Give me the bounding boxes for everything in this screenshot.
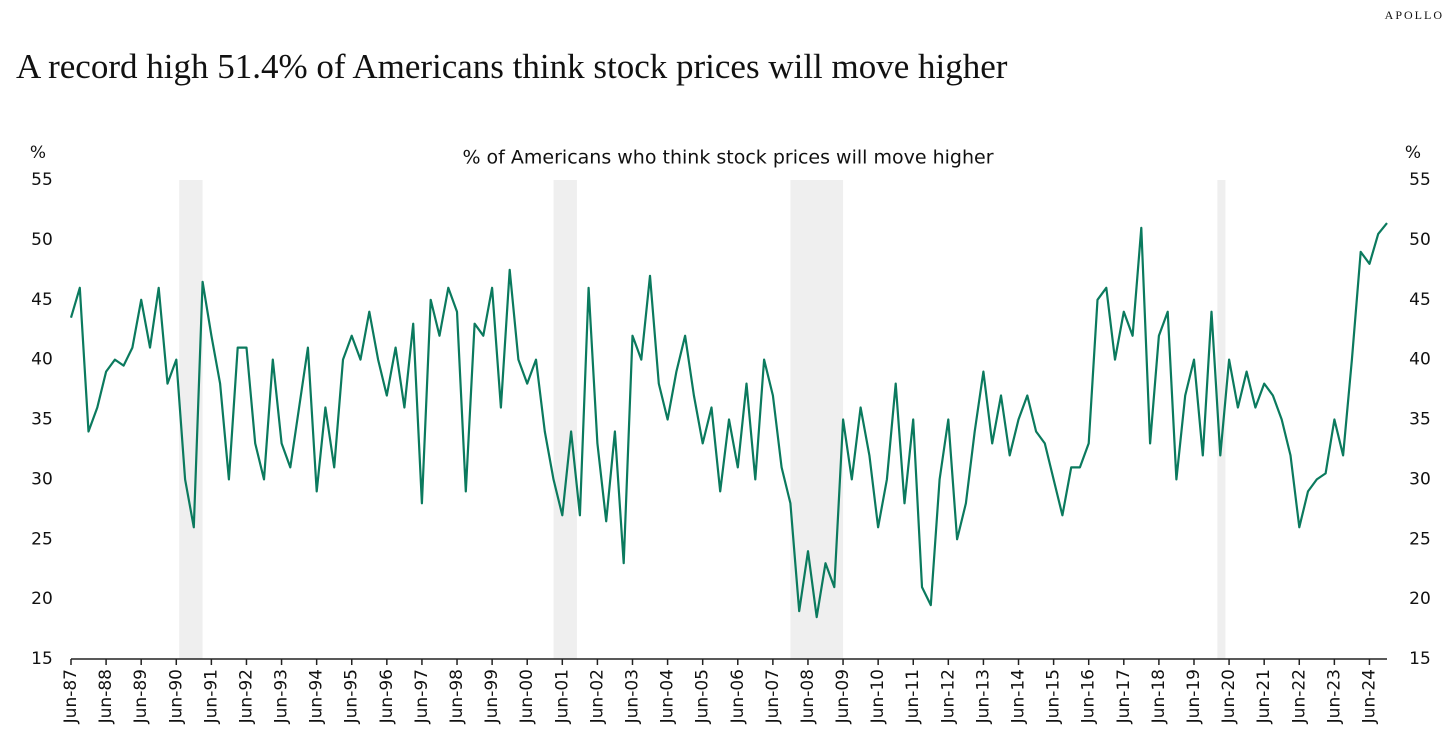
y-tick-label: 30 (31, 469, 53, 489)
x-tick-label: Jun-92 (236, 669, 256, 724)
x-tick-label: Jun-99 (482, 669, 502, 724)
x-tick-label: Jun-15 (1044, 669, 1064, 724)
y-axis-label: % (30, 143, 46, 163)
y-tick-label: 40 (31, 350, 53, 370)
x-tick-label: Jun-03 (622, 669, 642, 724)
x-tick-label: Jun-21 (1254, 669, 1274, 724)
x-tick-label: Jun-01 (552, 669, 572, 724)
x-tick-label: Jun-24 (1359, 669, 1379, 724)
chart-title: A record high 51.4% of Americans think s… (16, 47, 1008, 86)
y-tick-label: 25 (31, 529, 53, 549)
y2-tick-label: 35 (1409, 410, 1431, 430)
x-tick-label: Jun-04 (658, 669, 678, 724)
x-tick-label: Jun-87 (61, 669, 81, 724)
brand: APOLLO (1385, 8, 1444, 22)
recession-shade (179, 180, 203, 659)
x-tick-label: Jun-20 (1219, 669, 1239, 724)
x-tick-label: Jun-09 (833, 669, 853, 724)
y-tick-label: 20 (31, 589, 53, 609)
x-tick-label: Jun-12 (938, 669, 958, 724)
x-tick-label: Jun-89 (131, 669, 151, 724)
y-tick-label: 50 (31, 230, 53, 250)
x-tick-label: Jun-14 (1009, 669, 1029, 724)
x-tick-label: Jun-19 (1184, 669, 1204, 724)
x-tick-label: Jun-17 (1114, 669, 1134, 724)
data-line (69, 222, 1388, 619)
x-tick-label: Jun-22 (1289, 669, 1309, 724)
y2-tick-label: 50 (1409, 230, 1431, 250)
x-tick-label: Jun-05 (693, 669, 713, 724)
x-tick-label: Jun-02 (587, 669, 607, 724)
y-tick-label: 15 (31, 649, 53, 669)
y-tick-label: 45 (31, 290, 53, 310)
y-tick-label: 55 (31, 170, 53, 190)
x-tick-label: Jun-06 (728, 669, 748, 724)
chart-subtitle: % of Americans who think stock prices wi… (462, 147, 993, 169)
x-tick-label: Jun-95 (342, 669, 362, 724)
x-tick-label: Jun-97 (412, 669, 432, 724)
y2-tick-label: 30 (1409, 469, 1431, 489)
y2-tick-label: 20 (1409, 589, 1431, 609)
x-tick-label: Jun-98 (447, 669, 467, 724)
x-tick-label: Jun-10 (868, 669, 888, 724)
x-tick-label: Jun-88 (96, 669, 116, 724)
x-tick-label: Jun-94 (307, 669, 327, 724)
y2-tick-label: 40 (1409, 350, 1431, 370)
y2-tick-label: 25 (1409, 529, 1431, 549)
y2-tick-label: 15 (1409, 649, 1431, 669)
y2-tick-label: 55 (1409, 170, 1431, 190)
y2-tick-label: 45 (1409, 290, 1431, 310)
x-tick-label: Jun-23 (1324, 669, 1344, 724)
x-tick-label: Jun-18 (1149, 669, 1169, 724)
x-tick-label: Jun-96 (377, 669, 397, 724)
recession-shade (553, 180, 577, 659)
recession-shade (1217, 180, 1226, 659)
y-tick-label: 35 (31, 410, 53, 430)
x-tick-label: Jun-16 (1079, 669, 1099, 724)
x-tick-label: Jun-00 (517, 669, 537, 724)
x-tick-label: Jun-13 (973, 669, 993, 724)
x-tick-label: Jun-07 (763, 669, 783, 724)
x-tick-label: Jun-08 (798, 669, 818, 724)
x-tick-label: Jun-91 (201, 669, 221, 724)
x-tick-label: Jun-93 (272, 669, 292, 724)
x-tick-label: Jun-90 (166, 669, 186, 724)
x-tick-label: Jun-11 (903, 669, 923, 724)
y2-axis-label: % (1405, 143, 1421, 163)
